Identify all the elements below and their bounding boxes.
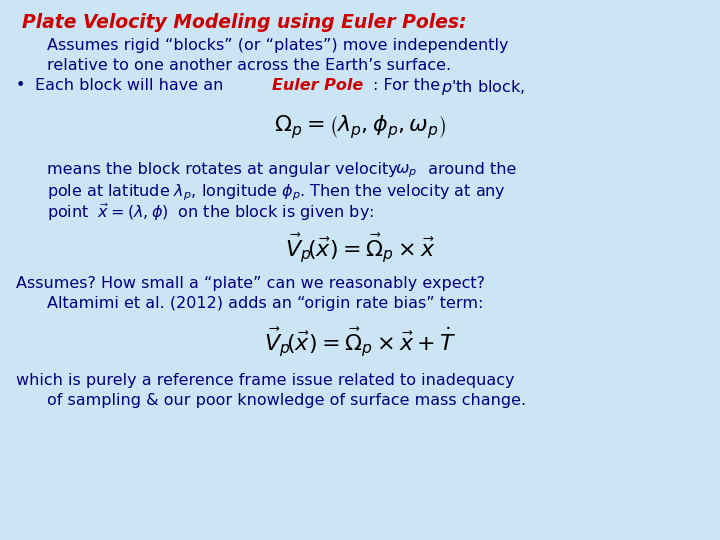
Text: $\vec{V}_p\!\left(\vec{x}\right)=\vec{\Omega}_p\times\vec{x}$: $\vec{V}_p\!\left(\vec{x}\right)=\vec{\O… bbox=[284, 231, 436, 265]
Text: point  $\vec{x}=(\lambda,\phi)$  on the block is given by:: point $\vec{x}=(\lambda,\phi)$ on the bl… bbox=[47, 202, 374, 223]
Text: relative to one another across the Earth’s surface.: relative to one another across the Earth… bbox=[47, 58, 451, 73]
Text: : For the: : For the bbox=[373, 78, 445, 93]
Text: •: • bbox=[16, 78, 25, 93]
Text: $p$'th block,: $p$'th block, bbox=[441, 78, 526, 97]
Text: $\vec{V}_p\!\left(\vec{x}\right)=\vec{\Omega}_p\times\vec{x}+\dot{T}$: $\vec{V}_p\!\left(\vec{x}\right)=\vec{\O… bbox=[264, 325, 456, 359]
Text: means the block rotates at angular velocity: means the block rotates at angular veloc… bbox=[47, 162, 402, 177]
Text: Assumes? How small a “plate” can we reasonably expect?: Assumes? How small a “plate” can we reas… bbox=[16, 276, 485, 292]
Text: which is purely a reference frame issue related to inadequacy: which is purely a reference frame issue … bbox=[16, 373, 514, 388]
Text: Euler Pole: Euler Pole bbox=[272, 78, 364, 93]
Text: of sampling & our poor knowledge of surface mass change.: of sampling & our poor knowledge of surf… bbox=[47, 393, 526, 408]
Text: Each block will have an: Each block will have an bbox=[35, 78, 228, 93]
Text: $\omega_p$: $\omega_p$ bbox=[395, 162, 416, 180]
Text: Altamimi et al. (2012) adds an “origin rate bias” term:: Altamimi et al. (2012) adds an “origin r… bbox=[47, 296, 483, 312]
Text: $\Omega_p = \left(\lambda_p ,\phi_p ,\omega_p\right)$: $\Omega_p = \left(\lambda_p ,\phi_p ,\om… bbox=[274, 113, 446, 141]
Text: Plate Velocity Modeling using Euler Poles:: Plate Velocity Modeling using Euler Pole… bbox=[22, 14, 466, 32]
Text: pole at latitude $\lambda_p$, longitude $\phi_p$. Then the velocity at any: pole at latitude $\lambda_p$, longitude … bbox=[47, 182, 505, 202]
Text: around the: around the bbox=[423, 162, 517, 177]
Text: Assumes rigid “blocks” (or “plates”) move independently: Assumes rigid “blocks” (or “plates”) mov… bbox=[47, 38, 508, 53]
